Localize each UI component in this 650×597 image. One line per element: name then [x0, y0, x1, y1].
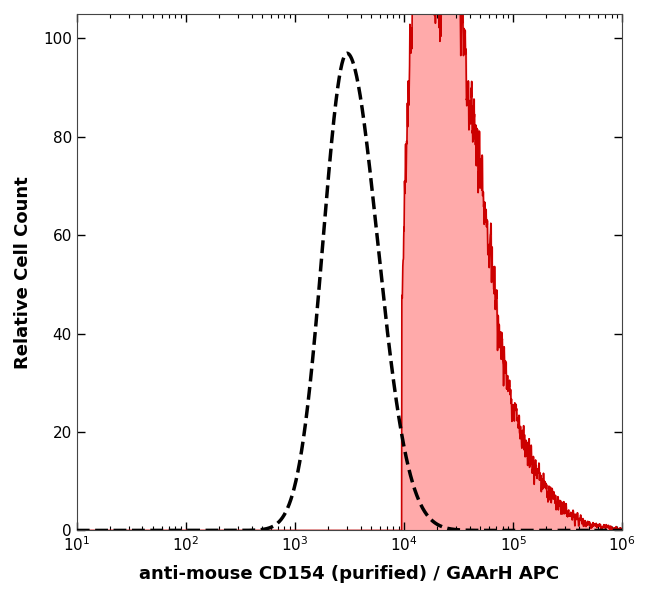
X-axis label: anti-mouse CD154 (purified) / GAArH APC: anti-mouse CD154 (purified) / GAArH APC	[140, 565, 560, 583]
Y-axis label: Relative Cell Count: Relative Cell Count	[14, 176, 32, 368]
